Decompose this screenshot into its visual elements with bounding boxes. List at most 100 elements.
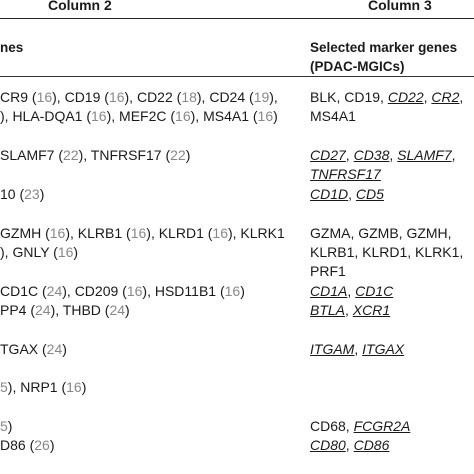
gene-text: ): [81, 379, 87, 395]
gene-text: GZMA, GZMB, GZMH,: [310, 225, 452, 241]
gene-text: ): [273, 108, 278, 124]
column-3-subheader-line1: Selected marker genes: [310, 40, 458, 55]
gene-text: ,: [345, 147, 354, 163]
marker-gene: XCR1: [352, 302, 391, 318]
marker-gene: TNFRSF17: [310, 166, 381, 182]
gene-text: ),: [269, 89, 278, 105]
reference-number: 16: [224, 283, 241, 299]
gene-text: D86 (: [0, 437, 35, 453]
gene-text: PP4 (: [0, 302, 36, 318]
cell-line: KLRB1, KLRD1, KLRK1,: [310, 243, 463, 262]
reference-number: 18: [181, 89, 197, 105]
reference-number: 16: [130, 225, 147, 241]
column-3-cell: ITGAM, ITGAX: [310, 340, 404, 359]
reference-number: 16: [108, 89, 125, 105]
reference-number: 16: [66, 379, 82, 395]
marker-gene: CD27: [310, 147, 346, 163]
cell-line: CD1C (24), CD209 (16), HSD11B1 (16): [0, 282, 245, 301]
gene-text: BLK, CD19,: [310, 89, 388, 105]
column-3-subheader: Selected marker genes (PDAC-MGICs): [310, 38, 457, 76]
reference-number: 16: [257, 108, 274, 124]
gene-text: ): [7, 418, 13, 434]
column-3-cell: BLK, CD19, CD22, CR2, MS4A1: [310, 88, 463, 126]
gene-text: ), CD19 (: [52, 89, 109, 105]
gene-text: ,: [389, 147, 398, 163]
gene-text: ), MEF2C (: [106, 108, 176, 124]
cell-line: CD27, CD38, SLAMF7,: [310, 146, 456, 165]
gene-text: ), MS4A1 (: [190, 108, 258, 124]
gene-text: ): [49, 437, 55, 453]
gene-text: ): [39, 186, 45, 202]
cell-line: 5), NRP1 (16): [0, 378, 86, 397]
column-3-cell: CD1D, CD5: [310, 185, 384, 204]
reference-number: 22: [170, 147, 186, 163]
reference-number: 16: [36, 89, 53, 105]
column-3-cell: CD68, FCGR2A CD80, CD86: [310, 417, 410, 455]
cell-line: GZMH (16), KLRB1 (16), KLRD1 (16), KLRK1: [0, 224, 285, 243]
gene-text: ,: [459, 89, 464, 105]
column-3-cell: GZMA, GZMB, GZMH, KLRB1, KLRD1, KLRK1, PRF…: [310, 224, 463, 281]
gene-text: ): [125, 302, 130, 318]
column-2-subheader: nes: [0, 40, 24, 55]
gene-text: GZMH (: [0, 225, 50, 241]
marker-gene: CD86: [353, 437, 390, 453]
gene-text: PRF1: [310, 263, 346, 279]
reference-number: 5: [0, 418, 8, 434]
gene-text: ): [240, 283, 245, 299]
column-2-header: Column 2: [48, 0, 112, 13]
marker-gene: CD22: [387, 89, 424, 105]
gene-text: ), HLA-DQA1 (: [0, 108, 92, 124]
cell-line: TGAX (24): [0, 340, 67, 359]
gene-text: CD68,: [310, 418, 354, 434]
marker-gene: SLAMF7: [397, 147, 452, 163]
gene-text: ), KLRD1 (: [146, 225, 213, 241]
marker-gene: CD38: [353, 147, 390, 163]
gene-text: ,: [347, 283, 356, 299]
subheader-rule: [0, 76, 474, 77]
cell-line: 10 (23): [0, 185, 44, 204]
reference-number: 24: [109, 302, 126, 318]
reference-number: 16: [49, 225, 66, 241]
cell-line: CR9 (16), CD19 (16), CD22 (18), CD24 (19…: [0, 88, 278, 107]
gene-text: ), TNFRSF17 (: [78, 147, 171, 163]
column-3-cell: CD1A, CD1C BTLA, XCR1: [310, 282, 393, 320]
gene-text: ): [185, 147, 191, 163]
cell-line: PP4 (24), THBD (24): [0, 301, 245, 320]
marker-gene: CD5: [355, 186, 384, 202]
cell-line: CD68, FCGR2A: [310, 417, 410, 436]
cell-line: ITGAM, ITGAX: [310, 340, 404, 359]
reference-number: 16: [126, 283, 143, 299]
column-2-cell: TGAX (24): [0, 340, 67, 359]
column-2-cell: CD1C (24), CD209 (16), HSD11B1 (16) PP4 (…: [0, 282, 245, 320]
column-2-cell: 10 (23): [0, 185, 44, 204]
column-2-cell: CR9 (16), CD19 (16), CD22 (18), CD24 (19…: [0, 88, 278, 126]
cell-line: BTLA, XCR1: [310, 301, 393, 320]
cell-line: MS4A1: [310, 107, 463, 126]
marker-gene: ITGAX: [362, 341, 405, 357]
gene-text: ,: [451, 147, 456, 163]
gene-text: ): [62, 341, 67, 357]
column-2-cell: 5) D86 (26): [0, 417, 54, 455]
gene-text: ,: [345, 437, 354, 453]
marker-gene: CR2: [431, 89, 460, 105]
column-2-cell: SLAMF7 (22), TNFRSF17 (22): [0, 146, 190, 165]
reference-number: 16: [175, 108, 191, 124]
gene-text: MS4A1: [310, 108, 356, 124]
gene-text: ,: [348, 186, 356, 202]
marker-gene: BTLA: [310, 302, 346, 318]
marker-gene: CD1D: [310, 186, 349, 202]
column-3-cell: CD27, CD38, SLAMF7, TNFRSF17: [310, 146, 456, 184]
marker-gene: CD80: [310, 437, 346, 453]
cell-line: D86 (26): [0, 436, 54, 455]
reference-number: 24: [46, 341, 63, 357]
cell-line: BLK, CD19, CD22, CR2,: [310, 88, 463, 107]
cell-line: TNFRSF17: [310, 165, 456, 184]
marker-gene: CD1A: [310, 283, 348, 299]
gene-text: ), CD24 (: [196, 89, 254, 105]
reference-number: 16: [91, 108, 107, 124]
gene-text: ), CD22 (: [124, 89, 182, 105]
gene-text: 10 (: [0, 186, 25, 202]
cell-line: CD80, CD86: [310, 436, 410, 455]
gene-text: KLRB1, KLRD1, KLRK1,: [310, 244, 464, 260]
gene-text: ), GNLY (: [0, 244, 58, 260]
